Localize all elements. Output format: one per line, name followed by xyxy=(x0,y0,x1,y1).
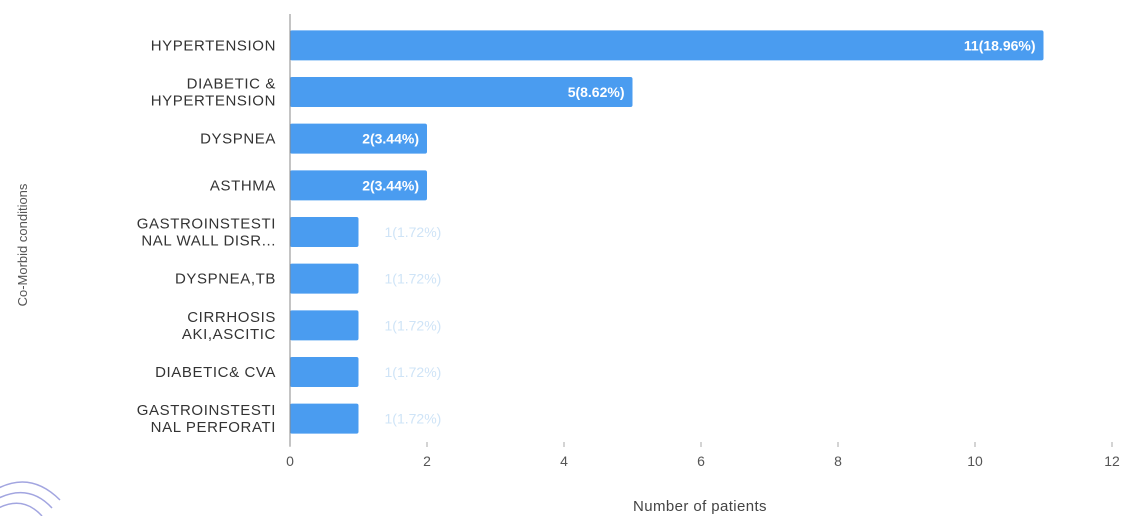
category-label: HYPERTENSION xyxy=(151,37,276,54)
x-tick-label: 12 xyxy=(1104,453,1120,469)
category-label-line: DYSPNEA xyxy=(200,131,276,148)
category-label: CIRRHOSIS AKI,ASCITIC xyxy=(182,309,276,343)
data-label: 11(18.96%) xyxy=(964,37,1036,53)
bar-1 xyxy=(290,77,633,107)
category-label: ASTHMA xyxy=(210,177,276,194)
data-labels: 11(18.96%) 5(8.62%) 2(3.44%) 2(3.44%) 1(1.72… xyxy=(362,37,1035,426)
category-label-line: GASTROINSTESTI xyxy=(137,402,276,419)
stamp-mark xyxy=(0,481,61,516)
x-tick-label: 0 xyxy=(286,453,294,469)
x-tick-label: 2 xyxy=(423,453,431,469)
data-label: 5(8.62%) xyxy=(568,84,625,100)
category-label-line: HYPERTENSION xyxy=(151,37,276,54)
category-label: DIABETIC & HYPERTENSION xyxy=(151,76,276,110)
bar-8 xyxy=(290,403,359,434)
category-label-line: HYPERTENSION xyxy=(151,93,276,110)
category-label: DYSPNEA xyxy=(200,131,276,148)
y-axis-title: Co-Morbid conditions xyxy=(15,183,30,306)
data-label: 1(1.72%) xyxy=(385,317,442,333)
x-tick-label: 6 xyxy=(697,453,705,469)
category-label: GASTROINSTESTI NAL WALL DISR... xyxy=(137,216,276,250)
category-label-line: NAL WALL DISR... xyxy=(141,233,276,250)
x-tick-label: 8 xyxy=(834,453,842,469)
bar-0 xyxy=(290,30,1044,61)
category-label-line: DIABETIC & xyxy=(187,76,276,93)
bar-5 xyxy=(290,263,359,294)
bar-7 xyxy=(290,357,359,387)
bar-2 xyxy=(290,123,427,154)
category-label-line: GASTROINSTESTI xyxy=(137,216,276,233)
x-tick-label: 4 xyxy=(560,453,568,469)
bars-layer xyxy=(290,30,1044,434)
category-label-line: CIRRHOSIS xyxy=(187,309,276,326)
bar-4 xyxy=(290,217,359,247)
data-label: 1(1.72%) xyxy=(385,411,442,427)
x-axis-title: Number of patients xyxy=(633,498,767,515)
bar-3 xyxy=(290,170,427,201)
category-label-line: DYSPNEA,TB xyxy=(175,271,276,288)
category-label-line: NAL PERFORATI xyxy=(151,419,276,436)
data-label: 1(1.72%) xyxy=(385,224,442,240)
category-label: DYSPNEA,TB xyxy=(175,271,276,288)
data-label: 1(1.72%) xyxy=(385,364,442,380)
category-label-line: AKI,ASCITIC xyxy=(182,326,276,343)
data-label: 2(3.44%) xyxy=(362,131,419,147)
data-label: 2(3.44%) xyxy=(362,177,419,193)
x-tick-label: 10 xyxy=(967,453,983,469)
category-label-line: ASTHMA xyxy=(210,177,276,194)
bar-6 xyxy=(290,310,359,341)
category-label: GASTROINSTESTI NAL PERFORATI xyxy=(137,402,276,436)
data-label: 1(1.72%) xyxy=(385,271,442,287)
x-axis-ticks: 0 2 4 6 8 10 12 xyxy=(286,442,1120,469)
category-label: DIABETIC& CVA xyxy=(155,364,276,381)
category-label-line: DIABETIC& CVA xyxy=(155,364,276,381)
